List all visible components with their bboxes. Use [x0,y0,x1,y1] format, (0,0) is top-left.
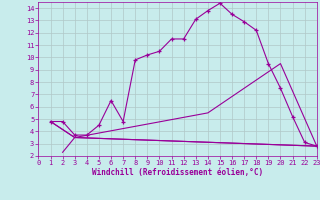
X-axis label: Windchill (Refroidissement éolien,°C): Windchill (Refroidissement éolien,°C) [92,168,263,177]
